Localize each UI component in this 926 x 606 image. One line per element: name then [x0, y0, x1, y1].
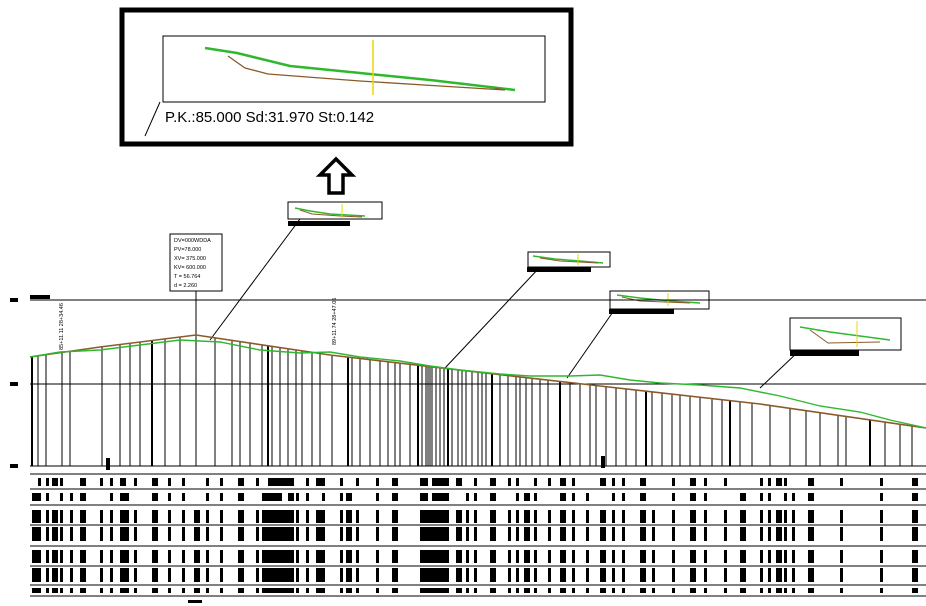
- up-arrow-icon: [315, 156, 357, 195]
- station-label-1: 85+11.11 28+34.46: [59, 303, 65, 350]
- zoom-frame: [119, 7, 574, 147]
- reference-grid: [10, 295, 926, 468]
- station-lines: [31, 335, 913, 466]
- zoom-section-label: P.K.:85.000 Sd:31.970 St:0.142: [165, 109, 374, 126]
- zoom-section-box: [162, 35, 546, 103]
- svg-text:DV=000WDDA: DV=000WDDA: [174, 238, 211, 244]
- zoom-callout: P.K.:85.000 Sd:31.970 St:0.142: [119, 7, 574, 147]
- station-label-2: 89+11.74 28+47.05: [332, 298, 338, 345]
- zoom-terrain-line: [204, 46, 516, 92]
- zoom-grade-line: [227, 55, 506, 91]
- leader-lines: [209, 218, 801, 389]
- terrain-line: [29, 339, 926, 429]
- svg-text:PV=78.000: PV=78.000: [174, 247, 201, 253]
- section-thumb-4: [789, 317, 902, 356]
- data-bands: [30, 473, 926, 597]
- svg-text:d = 2.260: d = 2.260: [174, 283, 197, 289]
- section-thumb-1: [287, 201, 383, 226]
- svg-text:T = 56.764: T = 56.764: [174, 274, 200, 280]
- svg-text:KV= 600.000: KV= 600.000: [174, 265, 206, 271]
- section-thumb-3: [609, 290, 710, 314]
- svg-text:XV= 375.000: XV= 375.000: [174, 256, 206, 262]
- grade-line: [29, 334, 926, 429]
- zoom-leader: [144, 101, 161, 137]
- vertex-info-box: DV=000WDDA PV=78.000 XV= 375.000 KV= 600…: [169, 233, 223, 336]
- section-thumb-2: [527, 251, 611, 272]
